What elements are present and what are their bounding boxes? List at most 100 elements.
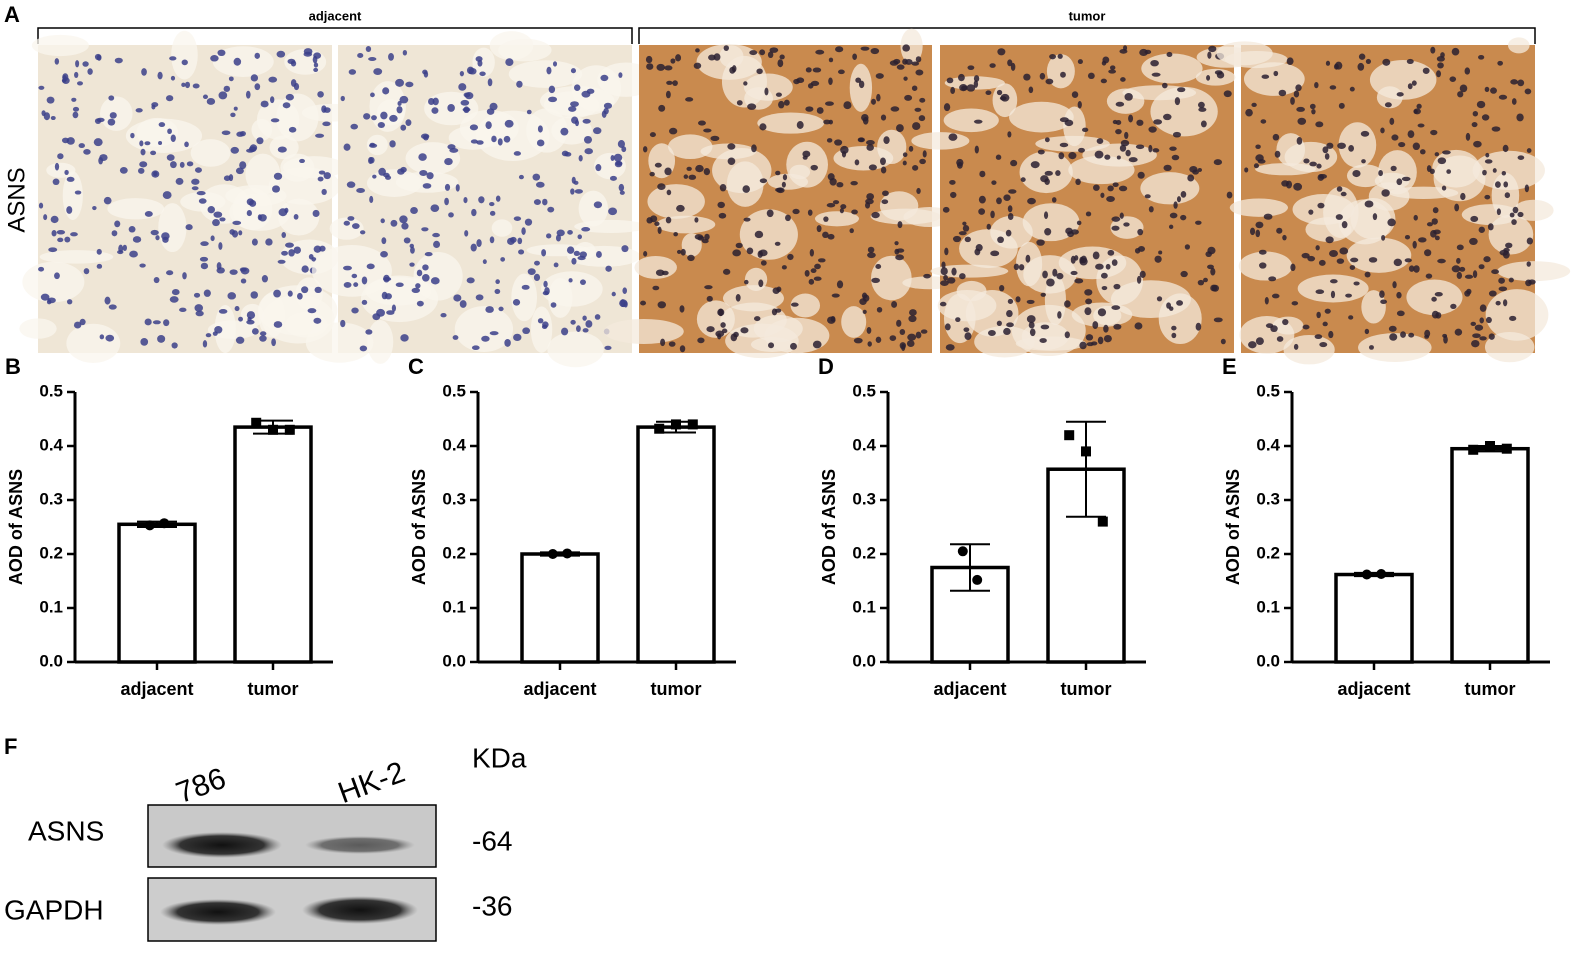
nucleus bbox=[570, 101, 579, 107]
nucleus bbox=[238, 230, 243, 236]
nucleus bbox=[1528, 279, 1536, 285]
nucleus bbox=[361, 299, 368, 305]
data-point bbox=[1097, 516, 1108, 527]
panel-label: B bbox=[5, 354, 21, 379]
nucleus bbox=[372, 313, 381, 321]
y-tick-label: 0.2 bbox=[442, 543, 466, 562]
nucleus bbox=[609, 175, 617, 181]
nucleus bbox=[1226, 191, 1233, 199]
nucleus bbox=[400, 166, 407, 173]
nucleus bbox=[139, 140, 144, 147]
nucleus bbox=[537, 125, 543, 133]
nucleus bbox=[1095, 263, 1104, 270]
nucleus bbox=[1184, 244, 1191, 250]
nucleus bbox=[1504, 192, 1511, 199]
nucleus bbox=[560, 127, 569, 136]
nucleus bbox=[805, 106, 814, 112]
nucleus bbox=[155, 235, 160, 241]
region bbox=[190, 139, 231, 167]
nucleus bbox=[593, 201, 603, 209]
nucleus bbox=[541, 324, 548, 330]
nucleus bbox=[1211, 284, 1220, 292]
nucleus bbox=[395, 78, 404, 87]
nucleus bbox=[43, 112, 51, 121]
nucleus bbox=[1472, 270, 1478, 279]
nucleus bbox=[860, 46, 870, 51]
nucleus bbox=[987, 329, 996, 336]
nucleus bbox=[452, 335, 459, 340]
region bbox=[668, 134, 713, 160]
nucleus bbox=[1322, 321, 1328, 327]
nucleus bbox=[1085, 298, 1093, 305]
nucleus bbox=[1495, 181, 1501, 188]
nucleus bbox=[216, 262, 222, 270]
nucleus bbox=[552, 61, 558, 67]
nucleus bbox=[999, 96, 1007, 101]
nucleus bbox=[389, 114, 398, 122]
region bbox=[1141, 53, 1203, 84]
nucleus bbox=[1430, 129, 1438, 136]
nucleus bbox=[258, 214, 267, 222]
nucleus bbox=[963, 327, 970, 332]
nucleus bbox=[1223, 90, 1232, 98]
nucleus bbox=[906, 340, 915, 347]
nucleus bbox=[947, 277, 956, 284]
nucleus bbox=[1010, 62, 1016, 71]
nucleus bbox=[1074, 278, 1084, 284]
nucleus bbox=[1070, 270, 1078, 276]
nucleus bbox=[303, 51, 313, 57]
nucleus bbox=[1059, 142, 1069, 148]
nucleus bbox=[96, 248, 102, 255]
nucleus bbox=[1432, 207, 1439, 214]
nucleus bbox=[919, 158, 926, 165]
nucleus bbox=[743, 217, 751, 222]
nucleus bbox=[66, 206, 73, 214]
nucleus bbox=[943, 274, 948, 281]
nucleus bbox=[40, 293, 50, 301]
nucleus bbox=[38, 202, 44, 209]
region bbox=[1243, 62, 1305, 96]
nucleus bbox=[184, 81, 191, 89]
nucleus bbox=[54, 58, 60, 65]
nucleus bbox=[92, 205, 97, 211]
panel-label: C bbox=[408, 354, 424, 379]
data-point bbox=[1361, 569, 1372, 580]
region bbox=[634, 256, 677, 279]
nucleus bbox=[410, 246, 415, 254]
nucleus bbox=[308, 254, 314, 260]
nucleus bbox=[843, 101, 852, 110]
nucleus bbox=[834, 139, 843, 146]
region bbox=[814, 211, 860, 227]
nucleus bbox=[1158, 250, 1163, 255]
nucleus bbox=[1097, 336, 1104, 345]
nucleus bbox=[1484, 194, 1491, 200]
nucleus bbox=[812, 67, 822, 73]
nucleus bbox=[813, 276, 822, 281]
nucleus bbox=[1516, 113, 1524, 122]
nucleus bbox=[1325, 60, 1331, 66]
nucleus bbox=[1139, 270, 1146, 278]
nucleus bbox=[114, 57, 123, 64]
region bbox=[879, 191, 919, 221]
nucleus bbox=[548, 96, 558, 103]
nucleus bbox=[570, 319, 576, 325]
nucleus bbox=[1207, 264, 1214, 270]
nucleus bbox=[959, 273, 966, 280]
nucleus bbox=[471, 208, 477, 217]
nucleus bbox=[1524, 184, 1530, 193]
nucleus bbox=[1338, 102, 1345, 109]
nucleus bbox=[389, 140, 396, 148]
nucleus bbox=[512, 299, 521, 306]
nucleus bbox=[593, 127, 602, 135]
nucleus bbox=[470, 243, 477, 252]
nucleus bbox=[444, 157, 453, 166]
nucleus bbox=[576, 325, 581, 332]
nucleus bbox=[1509, 212, 1515, 218]
nucleus bbox=[170, 134, 176, 143]
nucleus bbox=[1450, 303, 1457, 310]
nucleus bbox=[912, 122, 921, 131]
nucleus bbox=[922, 150, 927, 158]
nucleus bbox=[802, 150, 811, 158]
nucleus bbox=[293, 213, 299, 220]
nucleus bbox=[535, 181, 545, 188]
